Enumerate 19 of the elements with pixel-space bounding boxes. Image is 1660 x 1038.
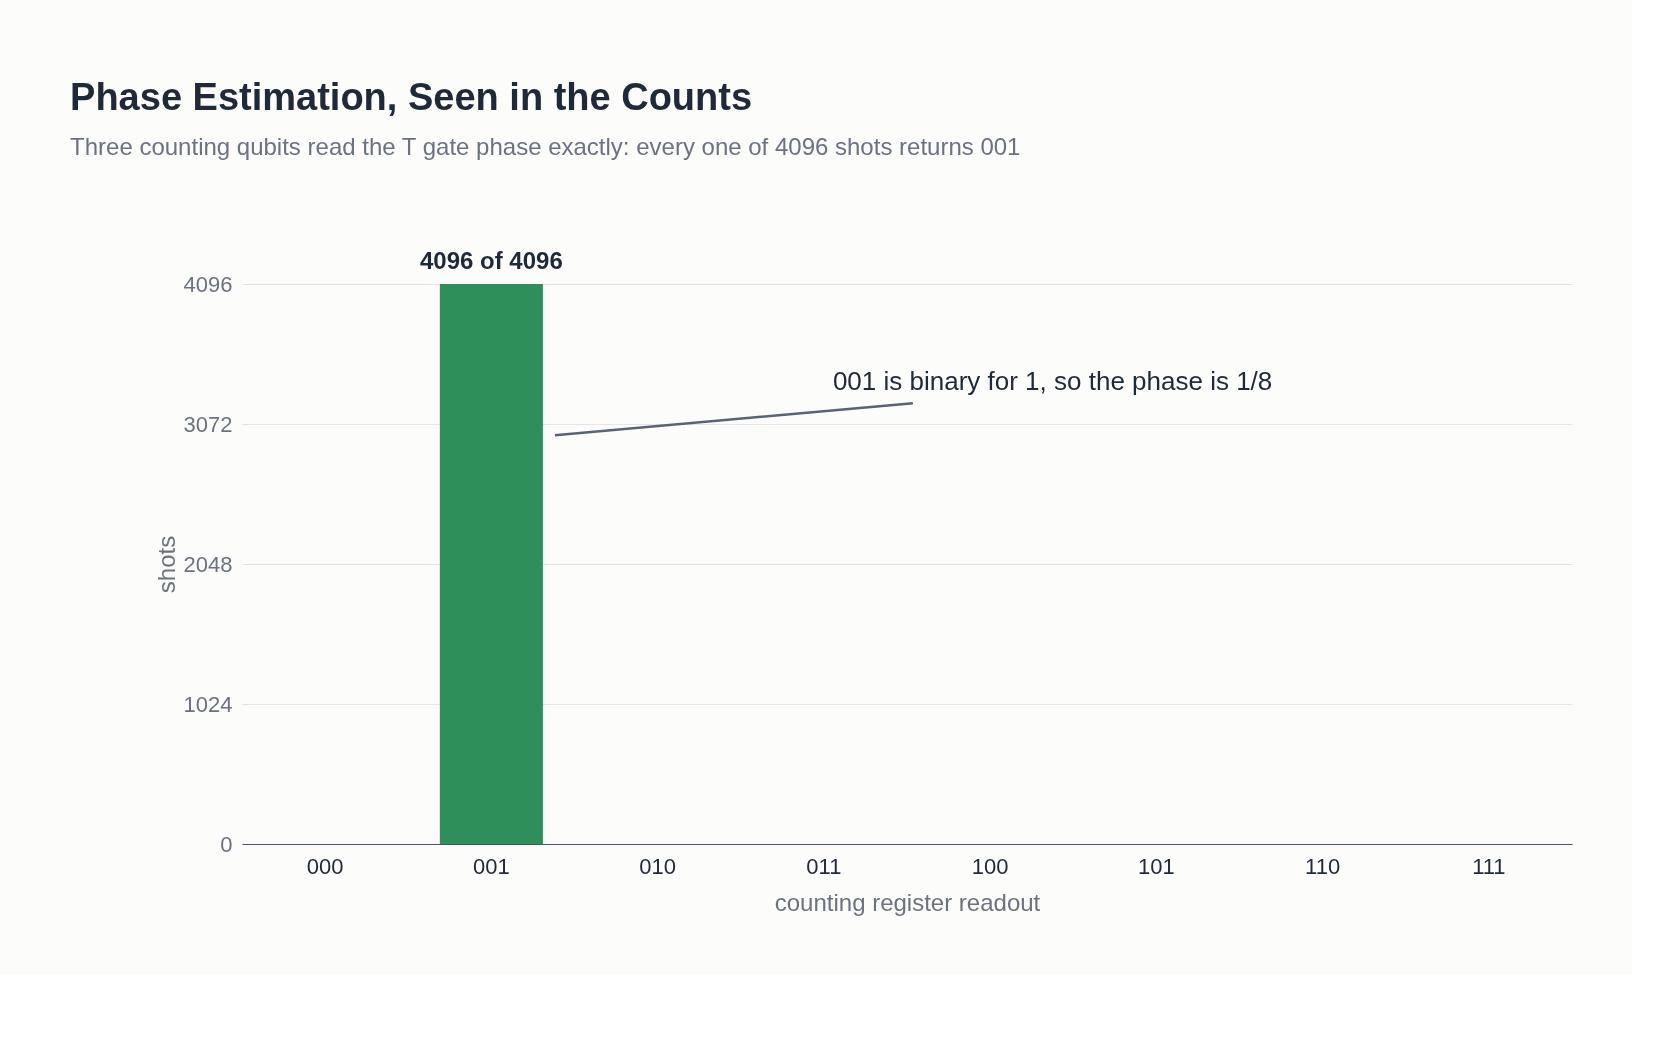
y-tick-label: 0 [220, 831, 233, 857]
x-tick-label: 001 [473, 853, 510, 879]
y-tick-label: 2048 [183, 551, 233, 577]
x-tick-label: 101 [1138, 853, 1175, 879]
chart-title: Phase Estimation, Seen in the Counts [70, 76, 753, 118]
y-tick-label: 3072 [183, 411, 233, 437]
y-tick-label: 1024 [183, 691, 233, 717]
y-axis-title: shots [152, 535, 180, 594]
x-axis-title: counting register readout [774, 888, 1041, 916]
data-label: 4096 of 4096 [419, 247, 563, 274]
x-tick-label: 010 [639, 853, 676, 879]
x-tick-label: 100 [971, 853, 1009, 879]
x-tick-label: 110 [1305, 853, 1341, 879]
chart-subtitle: Three counting qubits read the T gate phase exactly: every one of 4096 shots returns 001 [70, 133, 1021, 160]
annotation: 001 is binary for 1, so the phase is 1/8 [832, 366, 1273, 397]
x-tick-label: 000 [306, 853, 344, 879]
x-tick-label: 111 [1472, 853, 1506, 879]
y-tick-label: 4096 [183, 271, 233, 297]
x-tick-label: 011 [806, 853, 842, 879]
